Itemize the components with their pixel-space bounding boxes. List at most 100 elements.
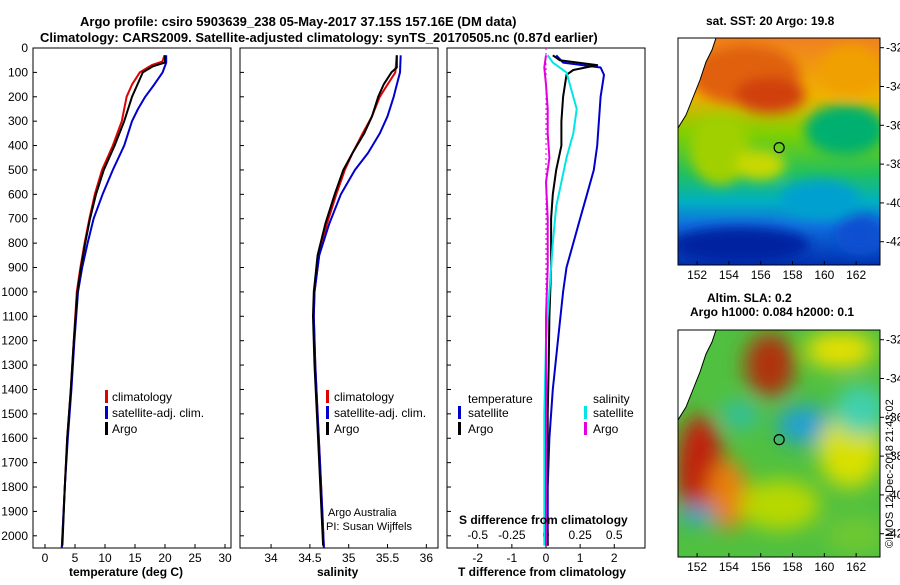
x-tick-label: 10 — [98, 551, 112, 565]
x-tick-label: 36 — [420, 551, 434, 565]
depth-tick-label: 800 — [8, 236, 28, 250]
x-tick-label: 15 — [128, 551, 142, 565]
depth-tick-label: 1200 — [1, 334, 28, 348]
series-line-t-satellite — [546, 54, 605, 546]
legend-swatch-argo — [105, 422, 108, 435]
legend-swatch-argo — [326, 422, 329, 435]
series-line-satellite-adj-clim- — [312, 55, 402, 549]
map-y-tick-label: -34 — [886, 80, 900, 94]
figure-title-line1: Argo profile: csiro 5903639_238 05-May-2… — [80, 14, 516, 29]
legend-label-s-argo: Argo — [593, 422, 619, 436]
series-line-argo — [312, 55, 398, 546]
depth-tick-label: 500 — [8, 163, 28, 177]
legend-label-argo: Argo — [334, 422, 360, 436]
figure-title-line2: Climatology: CARS2009. Satellite-adjuste… — [40, 30, 598, 45]
x-tick-label: 35 — [342, 551, 356, 565]
x-tick-label: 5 — [72, 551, 79, 565]
legend-swatch-climatology — [326, 390, 329, 403]
temperature-panel — [32, 47, 232, 549]
legend-swatch-s-argo — [584, 422, 587, 435]
series-line-s-argo — [543, 55, 551, 546]
legend-swatch-satellite — [326, 406, 329, 419]
salinity-plot: 34 34.5 35 35.5 36 — [264, 55, 433, 565]
map-y-tick-label: -38 — [886, 449, 900, 463]
temperature-axis-label: temperature (deg C) — [69, 565, 183, 579]
map-y-tick-label: -36 — [886, 410, 900, 424]
map-x-tick-label: 160 — [814, 268, 834, 282]
x-tick-label: -1 — [507, 551, 518, 565]
depth-tick-label: 1700 — [1, 456, 28, 470]
temperature-plot: 0 5 10 15 20 25 30 — [42, 55, 232, 565]
depth-tick-label: 1500 — [1, 407, 28, 421]
map-x-tick-label: 152 — [687, 268, 707, 282]
depth-tick-label: 1000 — [1, 285, 28, 299]
x-tick-label: 20 — [158, 551, 172, 565]
x-tick-label: 0 — [42, 551, 49, 565]
map-y-tick-label: -38 — [886, 157, 900, 171]
depth-tick-label: 200 — [8, 90, 28, 104]
depth-tick-label: 2000 — [1, 529, 28, 543]
map-x-tick-label: 160 — [814, 560, 834, 574]
map-x-tick-label: 162 — [846, 560, 866, 574]
map-y-tick-label: -42 — [886, 235, 900, 249]
series-line-s-satellite — [543, 54, 578, 546]
legend-label-s-satellite: satellite — [593, 406, 634, 420]
map-x-tick-label: 152 — [687, 560, 707, 574]
footer-credit: ©IMOS 12-Dec-2018 21:43:02 — [884, 399, 896, 548]
x-tick-label: 35.5 — [376, 551, 400, 565]
sst-map-title: sat. SST: 20 Argo: 19.8 — [706, 14, 835, 28]
legend-swatch-satellite — [105, 406, 108, 419]
legend-title-temperature: temperature — [468, 392, 533, 406]
sla-map-axes: 152 154 156 158 160 162 -32 -34 -36 -38 -40 -42 — [687, 333, 900, 574]
depth-tick-label: 600 — [8, 187, 28, 201]
legend-swatch-climatology — [105, 390, 108, 403]
legend-label-climatology: climatology — [112, 390, 172, 404]
x-tick-label: -2 — [472, 551, 483, 565]
sla-map-subtitle: Argo h1000: 0.084 h2000: 0.1 — [690, 305, 854, 319]
map-x-tick-label: 156 — [751, 560, 771, 574]
x-tick-label: 1 — [577, 551, 584, 565]
argo-location-marker — [773, 434, 785, 446]
depth-tick-label: 1100 — [2, 309, 28, 323]
s-diff-tick-label: -0.5 — [467, 528, 488, 542]
map-x-tick-label: 154 — [719, 560, 739, 574]
sla-map-title: Altim. SLA: 0.2 — [707, 291, 792, 305]
map-x-tick-label: 158 — [783, 560, 803, 574]
sst-map — [678, 38, 880, 265]
legend-label-climatology: climatology — [334, 390, 394, 404]
argo-australia-label: Argo Australia — [328, 507, 397, 519]
x-tick-label: 2 — [611, 551, 618, 565]
pi-label: PI: Susan Wijffels — [326, 521, 412, 533]
legend-title-salinity: salinity — [593, 392, 630, 406]
depth-tick-label: 400 — [8, 139, 28, 153]
sst-map-axes: 152 154 156 158 160 162 -32 -34 -36 -38 -40 -42 — [687, 41, 900, 282]
legend-label-t-argo: Argo — [468, 422, 494, 436]
x-tick-label: 0 — [543, 551, 550, 565]
legend-label-t-satellite: satellite — [468, 406, 509, 420]
s-diff-tick-label: 0.5 — [606, 528, 623, 542]
s-diff-tick-label: -0.25 — [498, 528, 526, 542]
legend-swatch-s-satellite — [584, 406, 587, 419]
s-difference-axis-label: S difference from climatology — [459, 513, 628, 527]
depth-tick-label: 1800 — [1, 480, 28, 494]
depth-tick-label: 900 — [8, 261, 28, 275]
depth-tick-label: 100 — [8, 65, 28, 79]
legend-swatch-t-argo — [458, 422, 461, 435]
map-y-tick-label: -36 — [886, 118, 900, 132]
depth-tick-label: 300 — [8, 114, 28, 128]
legend-label-satellite: satellite-adj. clim. — [334, 406, 426, 420]
depth-tick-label: 1400 — [1, 382, 28, 396]
difference-legend: temperature satellite Argo salinity sate… — [458, 392, 634, 436]
x-tick-label: 34.5 — [298, 551, 322, 565]
salinity-legend: climatology satellite-adj. clim. Argo — [326, 390, 426, 436]
map-x-tick-label: 154 — [719, 268, 739, 282]
sla-map — [678, 330, 880, 557]
map-x-tick-label: 158 — [783, 268, 803, 282]
map-x-tick-label: 162 — [846, 268, 866, 282]
depth-tick-label: 700 — [8, 212, 28, 226]
map-y-tick-label: -40 — [886, 488, 900, 502]
depth-tick-label: 1900 — [1, 504, 28, 518]
argo-location-marker — [773, 142, 785, 154]
